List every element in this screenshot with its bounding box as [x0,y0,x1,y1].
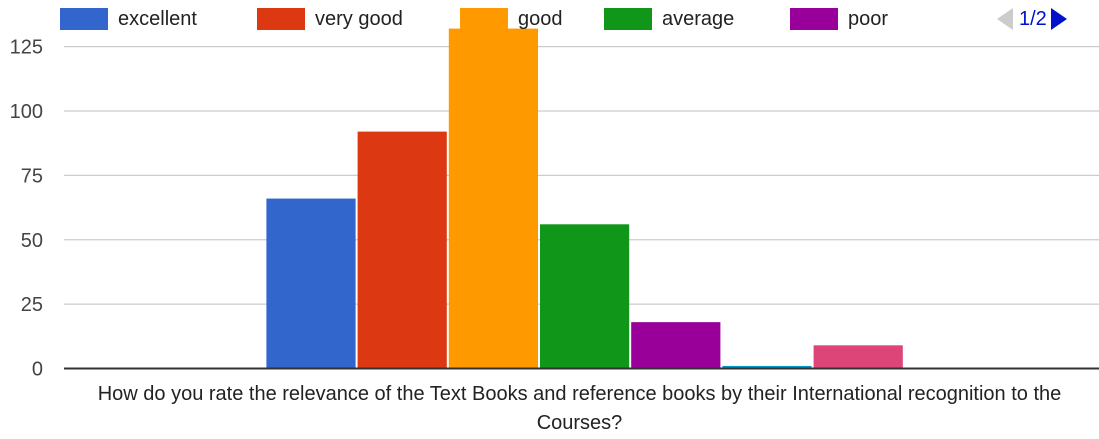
legend-item-excellent[interactable]: excellent [60,6,197,32]
legend-label: good [518,7,563,30]
legend-label: poor [848,7,889,30]
bar-unlabeled-teal [722,365,812,369]
y-tick-label: 75 [21,165,43,187]
x-axis-title: How do you rate the relevance of the Tex… [97,383,1062,434]
legend-swatch [604,8,652,30]
pager-page-indicator: 1/2 [1019,7,1047,30]
legend-label: average [662,7,735,30]
y-tick-label: 125 [10,37,43,59]
legend-label: excellent [118,7,197,30]
bar-unlabeled-pink [813,345,903,369]
legend-swatch [460,8,508,30]
legend-swatch [790,8,838,30]
legend-item-average[interactable]: average [604,6,734,32]
legend-item-very-good[interactable]: very good [257,6,403,32]
legend: excellent very good good average poor 1/… [0,0,1099,40]
legend-label: very good [315,7,403,30]
legend-item-poor[interactable]: poor [790,6,888,32]
y-tick-label: 100 [10,101,43,123]
y-tick-label: 25 [21,294,43,316]
bar-good [448,28,538,369]
bar-poor [631,322,721,369]
legend-pager: 1/2 [997,6,1067,32]
bar-very-good [357,131,447,369]
y-tick-label: 50 [21,230,43,252]
pager-prev-icon [997,8,1013,30]
bar-average [540,224,630,369]
bar-excellent [266,198,356,369]
legend-item-good[interactable]: good [460,6,563,32]
y-tick-label: 0 [32,359,43,381]
legend-swatch [60,8,108,30]
pager-next-icon[interactable] [1050,8,1067,30]
legend-swatch [257,8,305,30]
